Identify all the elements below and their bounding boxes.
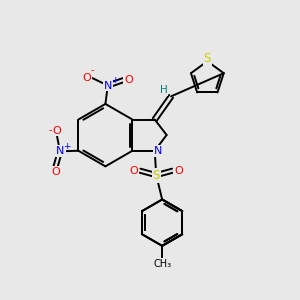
Text: +: + <box>111 76 118 85</box>
Text: O: O <box>82 73 91 83</box>
Text: S: S <box>204 52 211 65</box>
Text: N: N <box>154 146 163 156</box>
Text: O: O <box>174 166 183 176</box>
Text: H: H <box>160 85 167 95</box>
Text: O: O <box>51 167 60 177</box>
Text: -: - <box>49 125 52 136</box>
Text: O: O <box>124 75 133 85</box>
Text: N: N <box>103 80 112 91</box>
Text: O: O <box>130 166 138 176</box>
Text: +: + <box>63 142 71 151</box>
Text: -: - <box>91 65 94 75</box>
Text: N: N <box>56 146 65 156</box>
Text: CH₃: CH₃ <box>153 259 171 269</box>
Text: S: S <box>152 169 160 182</box>
Text: O: O <box>52 125 62 136</box>
